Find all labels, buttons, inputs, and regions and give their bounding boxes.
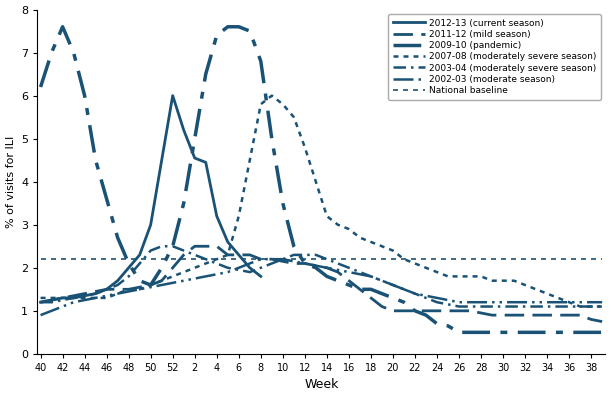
Y-axis label: % of visits for ILI: % of visits for ILI	[5, 136, 15, 228]
Legend: 2012-13 (current season), 2011-12 (mild season), 2009-10 (pandemic), 2007-08 (mo: 2012-13 (current season), 2011-12 (mild …	[389, 14, 601, 100]
X-axis label: Week: Week	[304, 378, 338, 391]
